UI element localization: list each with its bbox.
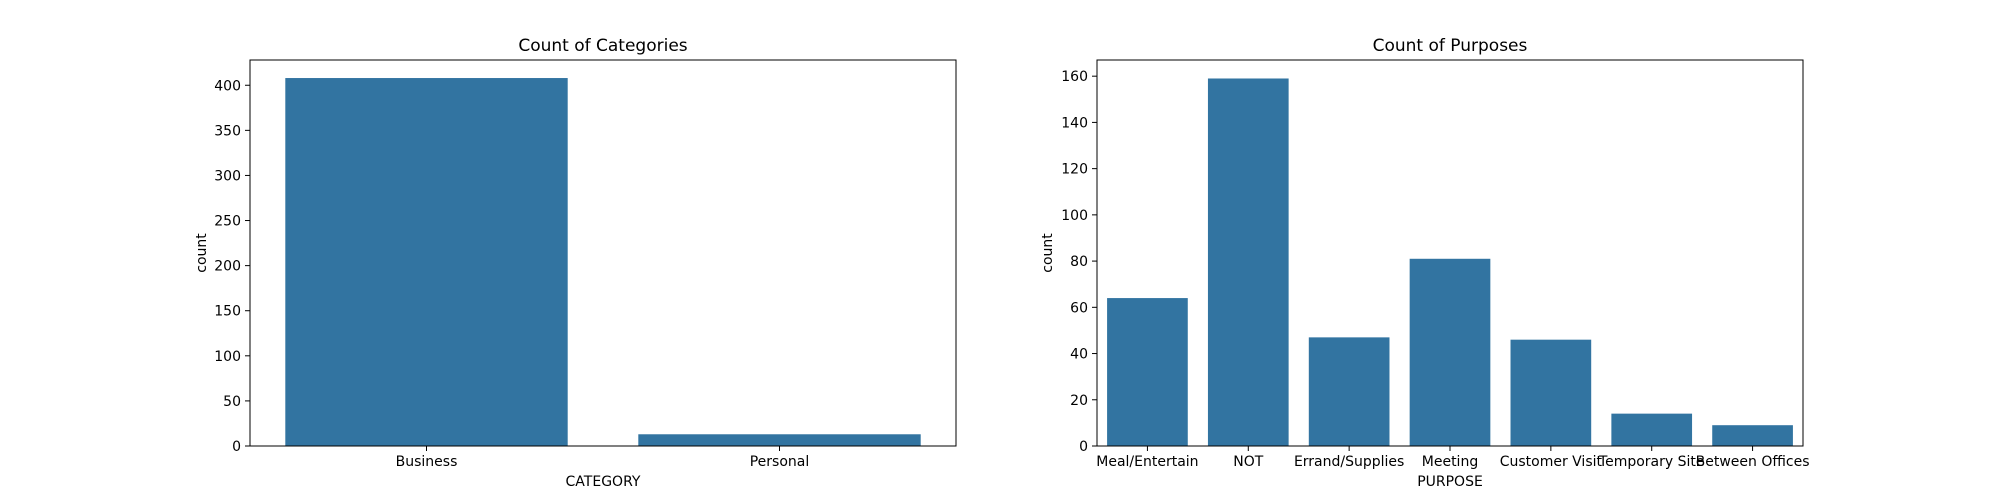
bar-errand-supplies: [1308, 337, 1390, 446]
y-tick-label: 50: [223, 394, 241, 410]
y-axis-ticks: 0 50 100 150 200 250 300 350 400: [214, 78, 250, 455]
x-tick-label: Meal/Entertain: [1096, 454, 1198, 470]
y-tick-label: 200: [214, 259, 241, 275]
x-tick-label: Meeting: [1422, 454, 1478, 470]
y-axis-label: count: [1040, 233, 1056, 273]
x-axis-label: PURPOSE: [1417, 474, 1483, 490]
chart-categories: Count of Categories 0 50 100 150 200 250 300 35…: [194, 36, 957, 490]
y-tick-label: 160: [1061, 69, 1088, 85]
y-tick-label: 20: [1070, 393, 1088, 409]
bar-personal: [638, 434, 921, 446]
x-tick-label: NOT: [1233, 454, 1263, 470]
y-tick-label: 40: [1070, 347, 1088, 363]
chart-title: Count of Categories: [518, 36, 687, 56]
bars: [1107, 78, 1793, 446]
y-tick-label: 100: [1061, 208, 1088, 224]
y-tick-label: 400: [214, 78, 241, 94]
bar-meal-entertain: [1107, 298, 1188, 446]
x-tick-label: Business: [396, 454, 458, 470]
bar-customer-visit: [1510, 339, 1592, 446]
y-tick-label: 0: [232, 439, 241, 455]
bar-temporary-site: [1611, 413, 1693, 446]
y-tick-label: 0: [1079, 439, 1088, 455]
y-tick-label: 80: [1070, 254, 1088, 270]
chart-title: Count of Purposes: [1373, 36, 1528, 56]
y-tick-label: 100: [214, 349, 241, 365]
x-tick-label: Errand/Supplies: [1294, 454, 1404, 470]
x-tick-label: Temporary Site: [1598, 454, 1705, 470]
y-tick-label: 250: [214, 214, 241, 230]
x-tick-label: Between Offices: [1696, 454, 1810, 470]
y-tick-label: 300: [214, 168, 241, 184]
plot-frame: [249, 59, 957, 447]
y-axis-label: count: [194, 233, 210, 273]
y-tick-label: 140: [1061, 115, 1088, 131]
y-tick-label: 350: [214, 123, 241, 139]
y-axis-ticks: 0 20 40 60 80 100 120 140 160: [1061, 69, 1097, 455]
x-axis-ticks: Meal/Entertain NOT Errand/Supplies Meeting C…: [1096, 446, 1810, 470]
y-tick-label: 150: [214, 304, 241, 320]
x-tick-label: Personal: [750, 454, 810, 470]
bar-between-offices: [1712, 425, 1793, 446]
bar-meeting: [1409, 258, 1491, 446]
x-tick-label: Customer Visit: [1500, 454, 1603, 470]
bar-not: [1207, 78, 1289, 446]
y-tick-label: 60: [1070, 300, 1088, 316]
y-tick-label: 120: [1061, 162, 1088, 178]
chart-purposes: Count of Purposes 020406080100120140160 …: [1040, 36, 1810, 490]
x-axis-label: CATEGORY: [566, 474, 641, 490]
x-axis-ticks: Business Personal: [396, 446, 810, 470]
bars: [285, 78, 921, 446]
bar-business: [285, 78, 568, 446]
